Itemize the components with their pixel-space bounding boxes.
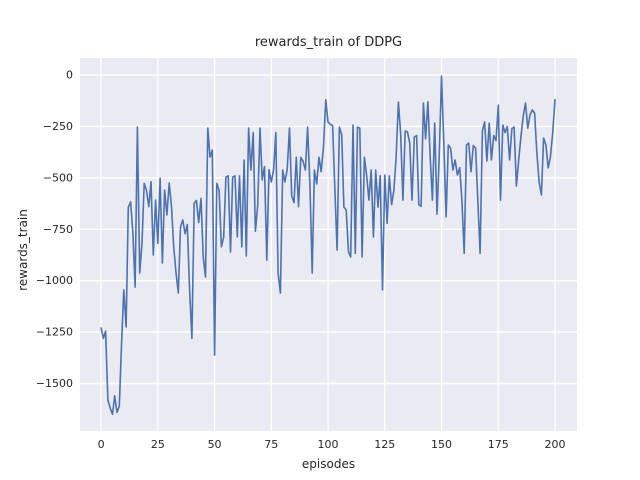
x-tick-label: 100 [318, 438, 339, 451]
y-tick-label: −1000 [36, 274, 73, 287]
x-tick-label: 175 [488, 438, 509, 451]
x-tick-label: 25 [151, 438, 165, 451]
x-tick-label: 200 [544, 438, 565, 451]
chart-title: rewards_train of DDPG [254, 35, 403, 50]
x-tick-label: 0 [98, 438, 105, 451]
y-tick-label: −750 [43, 223, 73, 236]
x-tick-label: 150 [431, 438, 452, 451]
x-tick-label: 75 [264, 438, 278, 451]
x-axis-label: episodes [301, 457, 356, 471]
x-tick-label: 125 [374, 438, 395, 451]
y-tick-label: −250 [43, 120, 73, 133]
y-tick-label: −1250 [36, 326, 73, 339]
x-tick-label: 50 [208, 438, 222, 451]
y-axis-label: rewards_train [16, 209, 30, 291]
y-tick-label: 0 [66, 69, 73, 82]
reward-line [100, 75, 556, 416]
y-tick-label: −1500 [36, 377, 73, 390]
y-tick-label: −500 [43, 171, 73, 184]
